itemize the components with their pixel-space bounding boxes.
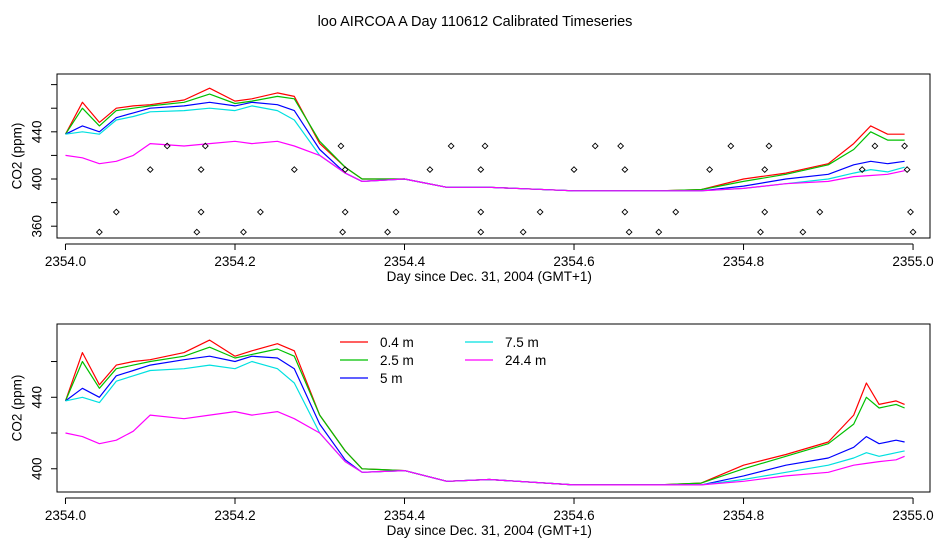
scatter-point xyxy=(727,142,735,150)
y-axis-label: CO2 (ppm) xyxy=(10,123,25,190)
series-line xyxy=(65,355,905,486)
scatter-point xyxy=(197,166,205,174)
scatter-point xyxy=(193,228,201,236)
scatter-point xyxy=(617,142,625,150)
scatter-point xyxy=(757,228,764,236)
scatter-point xyxy=(871,142,879,150)
scatter-point xyxy=(392,208,400,216)
scatter-point xyxy=(909,228,917,236)
y-tick-label: 440 xyxy=(30,386,45,409)
scatter-point xyxy=(477,166,485,174)
x-tick-label: 2354.4 xyxy=(384,508,426,523)
x-axis-label: Day since Dec. 31, 2004 (GMT+1) xyxy=(387,269,592,284)
scatter-point xyxy=(384,228,391,236)
scatter-point xyxy=(591,142,599,150)
legend-label: 2.5 m xyxy=(380,353,414,368)
scatter-point xyxy=(799,228,807,236)
x-tick-label: 2354.4 xyxy=(384,254,426,269)
scatter-point xyxy=(240,228,247,236)
scatter-point xyxy=(655,228,663,236)
scatter-point xyxy=(858,166,866,174)
scatter-point xyxy=(146,166,154,174)
series-line xyxy=(64,93,905,192)
top-panel: 2354.0 2354.2 2354.4 2354.6 2354.8 2355.0 Day … xyxy=(10,73,934,284)
scatter-point xyxy=(339,228,347,236)
y-tick-label: 400 xyxy=(30,458,45,481)
scatter-point xyxy=(163,142,171,150)
scatter-point xyxy=(621,208,629,216)
legend-label: 24.4 m xyxy=(505,353,546,368)
series-line xyxy=(65,140,905,192)
scatter-point xyxy=(447,142,455,150)
scatter-point xyxy=(570,166,578,174)
chart-title: loo AIRCOA A Day 110612 Calibrated Times… xyxy=(318,14,633,30)
scatter-point xyxy=(765,142,773,150)
y-axis-label: CO2 (ppm) xyxy=(10,375,25,442)
x-tick-label: 2354.6 xyxy=(553,508,594,523)
series-line xyxy=(65,101,905,192)
scatter-point xyxy=(761,166,769,174)
scatter-point xyxy=(536,208,544,216)
x-axis-label: Day since Dec. 31, 2004 (GMT+1) xyxy=(387,523,592,538)
x-tick-label: 2355.0 xyxy=(892,508,933,523)
legend-label: 5 m xyxy=(380,371,403,386)
x-tick-label: 2354.0 xyxy=(45,508,86,523)
scatter-point xyxy=(621,166,629,174)
plot-frame xyxy=(56,323,931,493)
scatter-point xyxy=(341,208,349,216)
x-tick-label: 2354.0 xyxy=(45,254,86,269)
scatter-point xyxy=(816,208,824,216)
scatter-point xyxy=(201,142,209,150)
series-line xyxy=(65,411,905,486)
scatter-point xyxy=(625,228,633,236)
plot-frame xyxy=(56,73,931,239)
legend-label: 7.5 m xyxy=(505,335,539,350)
scatter-point xyxy=(901,142,909,150)
scatter-point xyxy=(197,208,205,216)
scatter-point xyxy=(761,208,769,216)
scatter-point xyxy=(477,228,485,236)
x-tick-label: 2354.6 xyxy=(553,254,594,269)
bottom-panel: 2354.0 2354.2 2354.4 2354.6 2354.8 2355.0 Day … xyxy=(10,323,934,538)
scatter-point xyxy=(519,228,527,236)
scatter-point xyxy=(477,208,485,216)
scatter-point xyxy=(337,142,345,150)
scatter-point xyxy=(481,142,489,150)
x-tick-label: 2354.8 xyxy=(723,254,764,269)
series-line xyxy=(64,346,905,486)
scatter-point xyxy=(903,166,911,174)
legend-label: 0.4 m xyxy=(380,335,414,350)
y-tick-label: 440 xyxy=(30,121,45,144)
scatter-point xyxy=(341,166,349,174)
y-tick-label: 360 xyxy=(30,215,45,238)
scatter-point xyxy=(907,208,914,216)
scatter-point xyxy=(672,208,680,216)
x-tick-label: 2355.0 xyxy=(892,254,933,269)
scatter-point xyxy=(290,166,298,174)
scatter-point xyxy=(95,228,103,236)
scatter-point xyxy=(706,166,714,174)
y-tick-label: 400 xyxy=(30,168,45,191)
legend: 0.4 m 2.5 m 5 m 7.5 m 24.4 m xyxy=(340,335,546,386)
x-tick-label: 2354.2 xyxy=(214,508,255,523)
scatter-point xyxy=(256,208,264,216)
scatter-point xyxy=(426,166,434,174)
x-tick-label: 2354.8 xyxy=(723,508,764,523)
x-tick-label: 2354.2 xyxy=(214,254,255,269)
scatter-point xyxy=(112,208,120,216)
series-line xyxy=(64,339,905,486)
